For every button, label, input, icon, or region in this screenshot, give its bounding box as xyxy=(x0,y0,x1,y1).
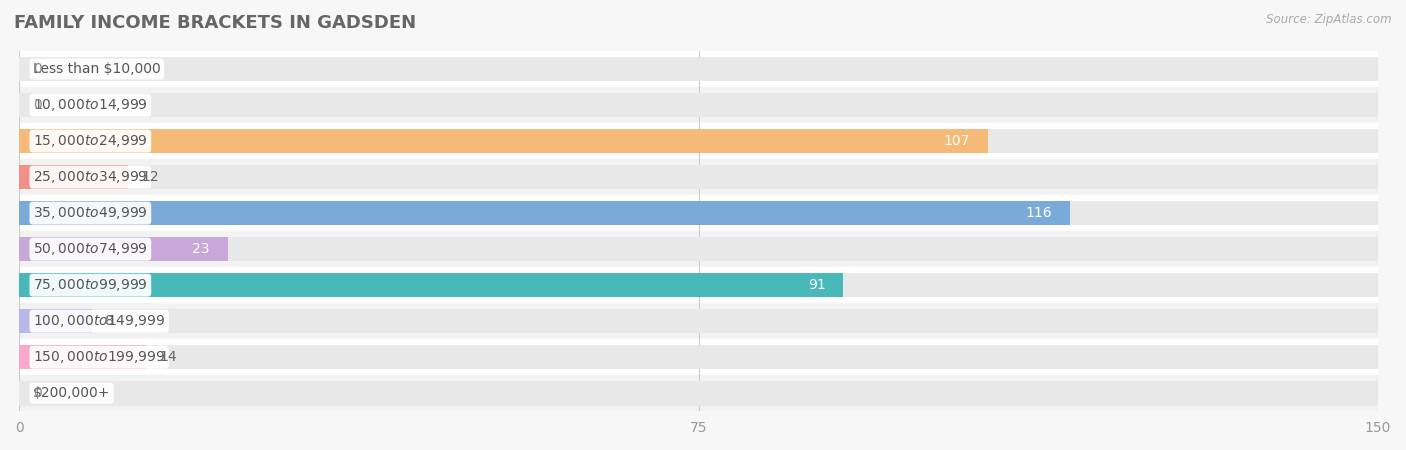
Text: $200,000+: $200,000+ xyxy=(32,386,110,400)
Text: 0: 0 xyxy=(32,98,42,112)
Text: $25,000 to $34,999: $25,000 to $34,999 xyxy=(32,169,148,185)
Text: $15,000 to $24,999: $15,000 to $24,999 xyxy=(32,133,148,149)
Bar xyxy=(20,159,1378,195)
Text: $35,000 to $49,999: $35,000 to $49,999 xyxy=(32,205,148,221)
Bar xyxy=(20,165,128,189)
Bar xyxy=(20,51,1378,87)
Bar xyxy=(20,303,1378,339)
Bar xyxy=(20,237,228,261)
Text: 107: 107 xyxy=(943,134,970,148)
Bar xyxy=(20,123,1378,159)
Text: 116: 116 xyxy=(1025,206,1052,220)
Bar xyxy=(20,231,1378,267)
Bar xyxy=(20,345,146,369)
Bar xyxy=(20,309,1378,333)
Bar xyxy=(20,195,1378,231)
Bar xyxy=(20,345,1378,369)
Bar xyxy=(20,201,1378,225)
Bar xyxy=(20,165,1378,189)
Bar xyxy=(20,57,1378,81)
Text: 8: 8 xyxy=(105,314,114,328)
Bar xyxy=(20,309,91,333)
Bar xyxy=(20,273,1378,297)
Text: Source: ZipAtlas.com: Source: ZipAtlas.com xyxy=(1267,14,1392,27)
Text: 14: 14 xyxy=(160,350,177,364)
Text: $75,000 to $99,999: $75,000 to $99,999 xyxy=(32,277,148,293)
Text: FAMILY INCOME BRACKETS IN GADSDEN: FAMILY INCOME BRACKETS IN GADSDEN xyxy=(14,14,416,32)
Bar xyxy=(20,93,1378,117)
Bar xyxy=(20,273,844,297)
Text: 91: 91 xyxy=(807,278,825,292)
Text: $50,000 to $74,999: $50,000 to $74,999 xyxy=(32,241,148,257)
Bar xyxy=(20,381,1378,405)
Text: 0: 0 xyxy=(32,386,42,400)
Bar xyxy=(20,375,1378,411)
Bar xyxy=(20,237,1378,261)
Bar xyxy=(20,267,1378,303)
Text: $150,000 to $199,999: $150,000 to $199,999 xyxy=(32,349,166,365)
Bar xyxy=(20,129,1378,153)
Bar xyxy=(20,129,988,153)
Bar xyxy=(20,87,1378,123)
Text: $100,000 to $149,999: $100,000 to $149,999 xyxy=(32,313,166,329)
Bar xyxy=(20,339,1378,375)
Text: 12: 12 xyxy=(142,170,159,184)
Text: 0: 0 xyxy=(32,62,42,76)
Text: Less than $10,000: Less than $10,000 xyxy=(32,62,160,76)
Bar xyxy=(20,201,1070,225)
Text: $10,000 to $14,999: $10,000 to $14,999 xyxy=(32,97,148,113)
Text: 23: 23 xyxy=(193,242,209,256)
